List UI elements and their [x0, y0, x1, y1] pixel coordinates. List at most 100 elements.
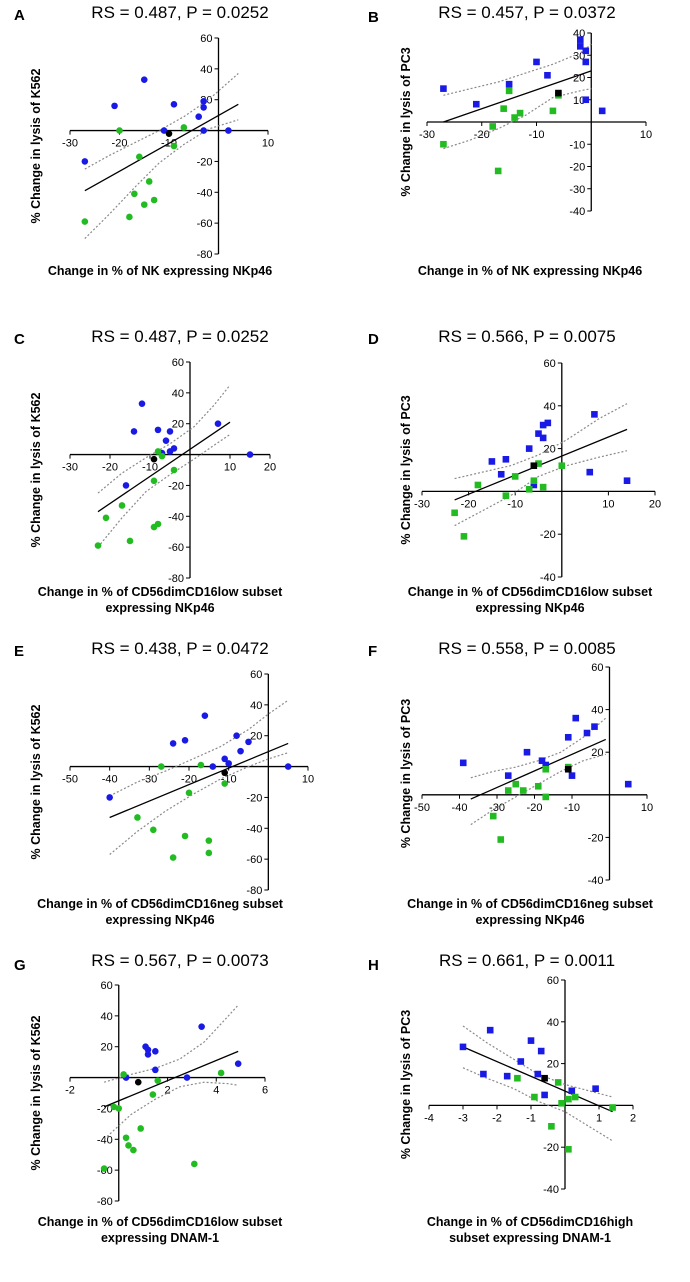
panel-g-y-label: % Change in lysis of K562 — [29, 1016, 43, 1171]
panel-c-point-blue — [214, 420, 222, 428]
panel-b-point-blue — [577, 43, 584, 50]
panel-c-y-tick-label: -60 — [168, 542, 184, 554]
panel-b-letter: B — [368, 9, 379, 26]
panel-e-y-tick-label: 60 — [250, 669, 262, 681]
panel-f-point-green — [519, 787, 527, 794]
panel-h-point-green — [558, 1100, 565, 1107]
panel-e-point-blue — [225, 760, 232, 767]
panel-h-point-green — [554, 1079, 562, 1086]
panel-a-point-green — [180, 124, 188, 131]
panel-f-y-label: % Change in lysis of PC3 — [399, 699, 413, 848]
panel-d-point-blue — [544, 419, 552, 427]
panel-f-point-blue — [624, 780, 632, 788]
panel-g-stat-title: RS = 0.567, P = 0.0073 — [91, 951, 268, 970]
panel-f-y-tick-label: -40 — [588, 875, 604, 887]
panel-f-stat-title: RS = 0.558, P = 0.0085 — [438, 639, 615, 658]
panel-b-point-blue — [582, 96, 590, 104]
panel-h-point-green — [514, 1074, 521, 1082]
panel-a-x-tick-label: 10 — [262, 138, 274, 150]
panel-e-point-blue — [221, 755, 228, 763]
panel-e-point-blue — [245, 738, 252, 746]
panel-a-point-blue — [81, 158, 89, 165]
panel-e-y-tick-label: -20 — [246, 792, 262, 804]
panel-h-fit-line — [462, 1046, 613, 1113]
panel-c-point-blue — [130, 428, 138, 435]
panel-f-point-green — [542, 765, 550, 773]
panel-h-y-label: % Change in lysis of PC3 — [399, 1010, 413, 1159]
panel-g-x-label: Change in % of CD56dimCD16low subset — [38, 1215, 283, 1229]
panel-a-y-tick-label: 40 — [200, 64, 212, 76]
panel-f-y-tick-label: 20 — [591, 747, 603, 759]
panel-a-x-tick-label: -20 — [112, 138, 128, 150]
panel-e-point-blue — [169, 740, 177, 747]
panel-f-letter: F — [368, 643, 377, 660]
panel-d-point-blue — [530, 481, 538, 489]
panel-c-point-green — [170, 466, 178, 474]
panel-e-point-green — [181, 832, 189, 840]
panel-g-x-label: expressing DNAM-1 — [101, 1231, 219, 1245]
panel-h-y-tick-label: -40 — [543, 1184, 559, 1196]
panel-e-x-tick-label: -40 — [102, 774, 118, 786]
panel-e-stat-title: RS = 0.438, P = 0.0472 — [91, 639, 268, 658]
panel-e-point-green — [157, 763, 165, 770]
panel-h-x-tick-label: -3 — [458, 1112, 468, 1124]
panel-g-point-green — [217, 1069, 225, 1077]
panel-g-ci-lower — [103, 1081, 239, 1140]
panel-h-ci-lower — [462, 1067, 613, 1142]
panel-b-point-blue — [577, 36, 584, 43]
panel-c-x-tick-label: 20 — [264, 462, 276, 474]
panel-h-point-black — [541, 1074, 548, 1082]
panel-b-y-tick-label: -20 — [569, 162, 585, 174]
panel-b-point-green — [489, 123, 496, 130]
panel-f-x-tick-label: 10 — [641, 802, 653, 814]
panel-f-point-black — [564, 765, 572, 773]
panel-d: D RS = 0.566, P = 0.0075 -30 -20 -10 10 20 60 40… — [368, 327, 661, 615]
panel-e-point-green — [221, 780, 228, 787]
panel-a-stat-title: RS = 0.487, P = 0.0252 — [91, 3, 268, 22]
panel-b-y-tick-label: -30 — [569, 184, 585, 196]
panel-b-point-black — [555, 89, 562, 97]
panel-b-y-tick-label: 10 — [573, 95, 585, 107]
panel-e-point-blue — [201, 712, 209, 719]
panel-c-point-blue — [246, 451, 254, 458]
panel-c-stat-title: RS = 0.487, P = 0.0252 — [91, 327, 268, 346]
panel-c-y-tick-label: -40 — [168, 511, 184, 523]
panel-b-point-blue — [582, 58, 590, 66]
panel-a-point-green — [145, 178, 153, 185]
panel-a-y-label: % Change in lysis of K562 — [29, 69, 43, 224]
panel-d-point-blue — [539, 421, 547, 429]
panel-e-point-green — [205, 849, 213, 857]
panel-h-y-tick-label: 20 — [547, 1059, 559, 1071]
panel-c-point-green — [126, 537, 134, 545]
panel-a-point-green — [126, 213, 133, 221]
panel-h-point-green — [609, 1104, 616, 1111]
panel-g-ci-upper — [103, 1004, 239, 1083]
panel-d-point-green — [451, 509, 458, 517]
panel-c-y-tick-label: 20 — [172, 419, 184, 431]
panel-b-x-tick-label: -30 — [419, 129, 435, 141]
panel-c-point-blue — [170, 445, 178, 452]
panel-a-point-blue — [160, 127, 168, 134]
panel-e-x-tick-label: -50 — [62, 774, 78, 786]
panel-f-point-green — [512, 780, 520, 788]
panel-c-x-tick-label: 10 — [224, 462, 236, 474]
panel-h-point-blue — [480, 1070, 487, 1078]
panel-b-y-tick-label: -40 — [569, 206, 585, 218]
panel-g-y-tick-label: -20 — [97, 1103, 113, 1115]
panel-c: C RS = 0.487, P = 0.0252 -30 -20 -10 10 20 60 40… — [14, 327, 283, 615]
panel-a-y-tick-label: -20 — [197, 156, 213, 168]
panel-f-point-blue — [459, 759, 467, 767]
panel-c-x-label: Change in % of CD56dimCD16low subset — [38, 585, 283, 599]
panel-e-y-label: % Change in lysis of K562 — [29, 705, 43, 860]
panel-a-y-tick-label: -40 — [197, 187, 213, 199]
panel-f-point-blue — [564, 733, 572, 741]
panel-d-point-black — [530, 462, 538, 470]
panel-c-point-green — [158, 452, 166, 460]
panel-g-point-blue — [144, 1046, 152, 1054]
panel-h-point-blue — [517, 1058, 525, 1065]
panel-d-point-green — [530, 477, 538, 484]
panel-c-point-green — [150, 477, 158, 485]
panel-b-y-tick-label: -10 — [569, 139, 585, 151]
panel-h-point-green — [548, 1123, 555, 1130]
